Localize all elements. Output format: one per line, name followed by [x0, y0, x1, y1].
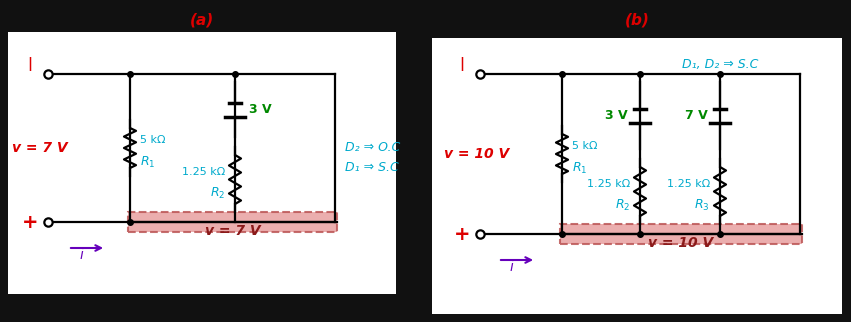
Bar: [128, 212, 337, 232]
Text: v = 7 V: v = 7 V: [12, 141, 67, 155]
Text: $R_1$: $R_1$: [572, 160, 587, 175]
Text: $R_2$: $R_2$: [209, 186, 225, 201]
Text: 7 V: 7 V: [685, 109, 708, 122]
Text: $R_1$: $R_1$: [140, 155, 156, 170]
Bar: [432, 38, 842, 314]
Text: $R_3$: $R_3$: [694, 198, 710, 213]
Text: 1.25 kΩ: 1.25 kΩ: [182, 166, 225, 176]
Text: D₁, D₂ ⇒ S.C: D₁, D₂ ⇒ S.C: [682, 58, 758, 71]
Text: (b): (b): [625, 13, 649, 27]
Bar: [8, 32, 396, 294]
Text: 1.25 kΩ: 1.25 kΩ: [586, 178, 630, 188]
Text: $i$: $i$: [79, 247, 85, 262]
Text: v = 10 V: v = 10 V: [648, 236, 714, 250]
Text: |: |: [460, 57, 465, 71]
Text: 5 kΩ: 5 kΩ: [572, 141, 597, 151]
Text: +: +: [454, 224, 471, 243]
Text: $i$: $i$: [509, 259, 515, 274]
Text: 1.25 kΩ: 1.25 kΩ: [666, 178, 710, 188]
Bar: [560, 224, 802, 244]
Text: +: +: [22, 213, 38, 232]
Text: 5 kΩ: 5 kΩ: [140, 135, 165, 145]
Text: D₂ ⇒ O.C: D₂ ⇒ O.C: [345, 140, 400, 154]
Text: 3 V: 3 V: [605, 109, 628, 122]
Text: $R_2$: $R_2$: [614, 198, 630, 213]
Text: v = 7 V: v = 7 V: [205, 224, 260, 238]
Text: (a): (a): [190, 13, 214, 27]
Text: 3 V: 3 V: [249, 103, 271, 116]
Text: D₁ ⇒ S.C: D₁ ⇒ S.C: [345, 160, 399, 174]
Text: |: |: [27, 57, 32, 71]
Text: v = 10 V: v = 10 V: [444, 147, 509, 161]
